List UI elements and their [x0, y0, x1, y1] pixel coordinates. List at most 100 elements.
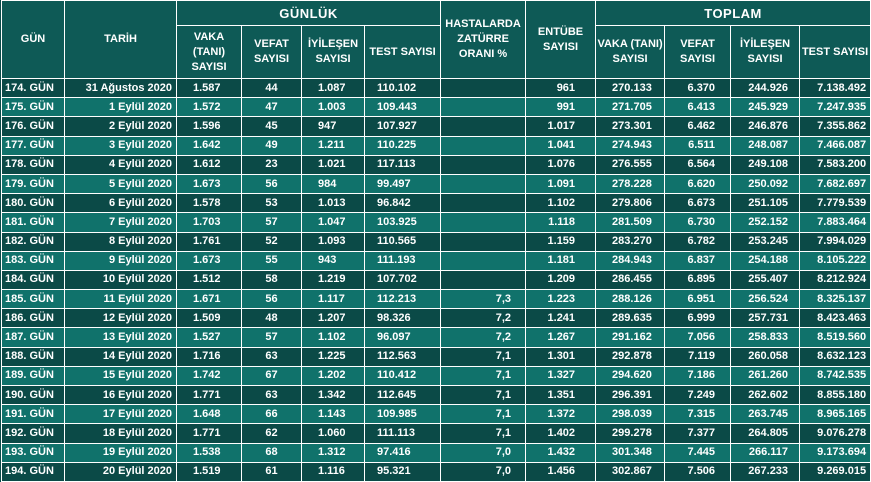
cell-gunluk-test: 103.925: [363, 212, 442, 233]
cell-toplam-vaka: 271.705: [595, 97, 666, 118]
cell-gun: 181. GÜN: [1, 212, 65, 233]
cell-gunluk-test: 95.321: [363, 461, 442, 482]
cell-toplam-vefat: 6.895: [664, 269, 732, 291]
cell-gunluk-vefat: 66: [241, 404, 302, 425]
cell-toplam-vefat: 7.506: [664, 461, 732, 482]
cell-gunluk-iyilesen: 947: [301, 116, 365, 137]
cell-entube-sayisi: 1.181: [525, 250, 597, 271]
cell-gunluk-vefat: 49: [241, 135, 302, 156]
cell-toplam-vefat: 6.620: [664, 173, 732, 195]
cell-gunluk-iyilesen: 1.202: [301, 365, 365, 387]
cell-gunluk-vaka: 1.512: [176, 269, 242, 291]
header-toplam-vefat: VEFAT SAYISI: [664, 25, 732, 79]
cell-toplam-iyilesen: 264.805: [730, 423, 801, 444]
cell-toplam-vaka: 286.455: [595, 269, 666, 291]
cell-gunluk-test: 111.193: [363, 250, 442, 271]
cell-toplam-iyilesen: 252.152: [730, 212, 801, 233]
cell-gunluk-vefat: 57: [241, 327, 302, 348]
cell-entube-sayisi: 1.118: [525, 212, 597, 233]
cell-gunluk-vaka: 1.771: [176, 384, 242, 406]
cell-gunluk-test: 109.443: [363, 97, 442, 118]
cell-gunluk-test: 117.113: [363, 154, 442, 175]
cell-toplam-test: 7.355.862: [799, 116, 871, 137]
cell-gun: 192. GÜN: [1, 423, 65, 444]
cell-zaturre-orani: [440, 135, 527, 156]
cell-gunluk-vaka: 1.596: [176, 116, 242, 137]
cell-gunluk-iyilesen: 1.087: [301, 77, 365, 99]
cell-zaturre-orani: [440, 77, 527, 99]
cell-entube-sayisi: 1.351: [525, 384, 597, 406]
cell-toplam-vefat: 6.511: [664, 135, 732, 156]
cell-toplam-vefat: 6.951: [664, 289, 732, 310]
cell-zaturre-orani: [440, 116, 527, 137]
header-gunluk-vaka: VAKA (TANI) SAYISI: [176, 25, 242, 79]
cell-entube-sayisi: 1.327: [525, 365, 597, 387]
cell-toplam-test: 7.466.087: [799, 135, 871, 156]
cell-toplam-vaka: 291.162: [595, 327, 666, 348]
cell-entube-sayisi: 1.017: [525, 116, 597, 137]
cell-toplam-vaka: 302.867: [595, 461, 666, 482]
cell-tarih: 13 Eylül 2020: [64, 327, 177, 348]
cell-gunluk-vefat: 68: [241, 442, 302, 463]
cell-toplam-test: 8.325.137: [799, 289, 871, 310]
cell-entube-sayisi: 1.041: [525, 135, 597, 156]
cell-zaturre-orani: 7,1: [440, 365, 527, 387]
cell-gunluk-vaka: 1.673: [176, 250, 242, 271]
cell-zaturre-orani: [440, 97, 527, 118]
table-row: 187. GÜN 13 Eylül 2020 1.527 57 1.102 96.097 7…: [1, 327, 871, 348]
cell-gunluk-vefat: 56: [241, 289, 302, 310]
cell-toplam-test: 7.583.200: [799, 154, 871, 175]
cell-gunluk-vaka: 1.642: [176, 135, 242, 156]
cell-gunluk-vaka: 1.527: [176, 327, 242, 348]
cell-toplam-vefat: 6.837: [664, 250, 732, 271]
header-toplam: TOPLAM: [595, 0, 871, 26]
cell-tarih: 10 Eylül 2020: [64, 269, 177, 291]
cell-gun: 182. GÜN: [1, 231, 65, 252]
cell-zaturre-orani: [440, 212, 527, 233]
cell-gun: 189. GÜN: [1, 365, 65, 387]
cell-toplam-vaka: 276.555: [595, 154, 666, 175]
cell-gun: 178. GÜN: [1, 154, 65, 175]
cell-toplam-test: 8.742.535: [799, 365, 871, 387]
cell-toplam-vaka: 279.806: [595, 193, 666, 214]
cell-gunluk-test: 112.645: [363, 384, 442, 406]
cell-zaturre-orani: [440, 269, 527, 291]
table-row: 182. GÜN 8 Eylül 2020 1.761 52 1.093 110.565 1…: [1, 231, 871, 252]
cell-toplam-test: 9.173.694: [799, 442, 871, 463]
cell-gunluk-test: 110.412: [363, 365, 442, 387]
cell-gunluk-vefat: 44: [241, 77, 302, 99]
cell-toplam-vefat: 6.782: [664, 231, 732, 252]
cell-toplam-vefat: 6.370: [664, 77, 732, 99]
cell-zaturre-orani: 7,1: [440, 423, 527, 444]
cell-gunluk-vaka: 1.509: [176, 308, 242, 329]
table-row: 184. GÜN 10 Eylül 2020 1.512 58 1.219 107.702…: [1, 269, 871, 291]
cell-gunluk-iyilesen: 1.093: [301, 231, 365, 252]
cell-gunluk-vefat: 63: [241, 346, 302, 367]
cell-entube-sayisi: 1.301: [525, 346, 597, 367]
cell-toplam-vefat: 6.999: [664, 308, 732, 329]
cell-toplam-vaka: 296.391: [595, 384, 666, 406]
cell-zaturre-orani: 7,0: [440, 461, 527, 482]
cell-gunluk-iyilesen: 1.047: [301, 212, 365, 233]
cell-gunluk-vaka: 1.578: [176, 193, 242, 214]
header-toplam-iyilesen: İYİLEŞEN SAYISI: [730, 25, 801, 79]
cell-gunluk-iyilesen: 1.060: [301, 423, 365, 444]
cell-toplam-test: 8.965.165: [799, 404, 871, 425]
table-row: 175. GÜN 1 Eylül 2020 1.572 47 1.003 109.443 9…: [1, 97, 871, 118]
cell-toplam-iyilesen: 257.731: [730, 308, 801, 329]
cell-gunluk-vefat: 23: [241, 154, 302, 175]
cell-entube-sayisi: 961: [525, 77, 597, 99]
header-gun: GÜN: [1, 0, 65, 79]
cell-gunluk-iyilesen: 1.102: [301, 327, 365, 348]
cell-gunluk-vaka: 1.587: [176, 77, 242, 99]
cell-gunluk-vaka: 1.648: [176, 404, 242, 425]
header-gunluk-iyilesen: İYİLEŞEN SAYISI: [301, 25, 365, 79]
cell-zaturre-orani: 7,1: [440, 384, 527, 406]
header-entube: ENTÜBE SAYISI: [525, 0, 597, 79]
cell-gunluk-vaka: 1.519: [176, 461, 242, 482]
cell-toplam-vefat: 6.462: [664, 116, 732, 137]
cell-toplam-vefat: 7.249: [664, 384, 732, 406]
cell-toplam-vefat: 7.377: [664, 423, 732, 444]
cell-toplam-iyilesen: 263.745: [730, 404, 801, 425]
cell-toplam-test: 9.076.278: [799, 423, 871, 444]
